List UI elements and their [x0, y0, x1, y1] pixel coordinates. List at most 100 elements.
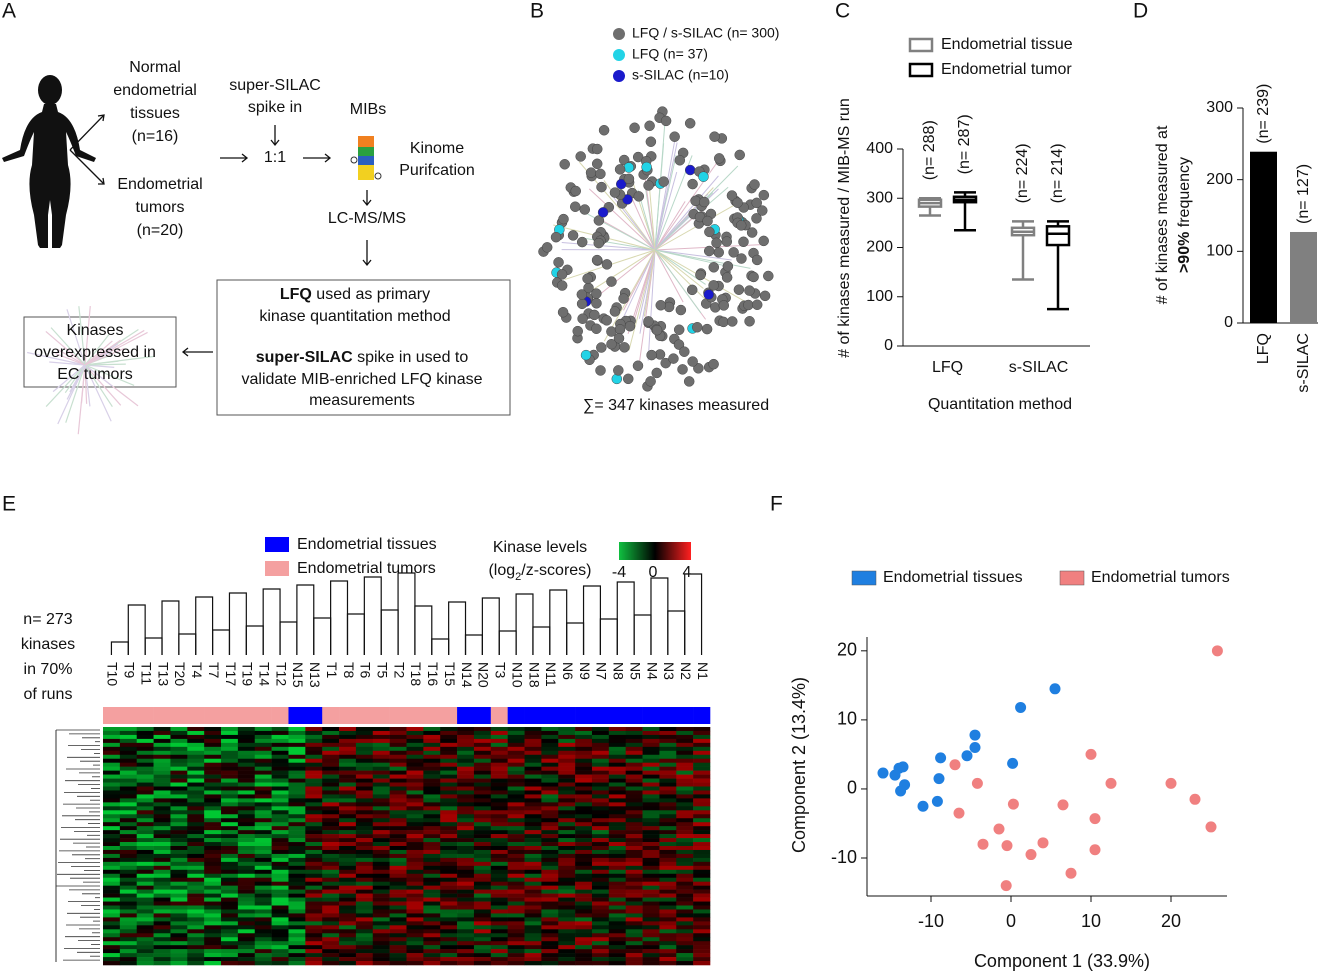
- heatmap-cell: [305, 782, 323, 787]
- heatmap-cell: [659, 806, 677, 811]
- heatmap-cell: [676, 905, 694, 910]
- heatmap-cell: [153, 742, 171, 748]
- heatmap-cell: [170, 849, 188, 855]
- heatmap-cell: [153, 774, 171, 779]
- heatmap-cell: [507, 818, 525, 823]
- heatmap-cell: [355, 750, 374, 756]
- heatmap-cell: [541, 814, 559, 819]
- heatmap-cell: [288, 746, 306, 752]
- heatmap-cell: [541, 830, 559, 835]
- heatmap-cell: [440, 857, 458, 863]
- heatmap-cell: [659, 774, 677, 779]
- tree-node: [684, 164, 696, 176]
- heatmap-cell: [591, 770, 610, 775]
- heatmap-cell: [322, 925, 340, 930]
- heatmap-cell: [136, 730, 154, 736]
- heatmap-cell: [187, 865, 205, 871]
- scale-title: Kinase levels: [493, 539, 587, 556]
- heatmap-cell: [355, 937, 374, 942]
- heatmap-cell: [591, 810, 610, 815]
- heatmap-cell: [625, 901, 643, 906]
- heatmap-cell: [221, 738, 239, 744]
- heatmap-cell: [524, 889, 542, 894]
- heatmap-cell: [608, 798, 626, 803]
- heatmap-cell: [254, 766, 272, 771]
- faint-tree: [84, 364, 113, 408]
- heatmap-cell: [659, 881, 677, 886]
- heatmap-cell: [473, 766, 492, 771]
- faint-tree: [55, 352, 86, 366]
- group-bar: [693, 707, 711, 724]
- heatmap-cell: [372, 830, 390, 835]
- heatmap-cell: [170, 830, 188, 835]
- heatmap-cell: [575, 838, 593, 843]
- heatmap-cell: [136, 921, 154, 926]
- heatmap-cell: [659, 873, 677, 879]
- group-bar: [608, 707, 626, 724]
- heatmap-cell: [676, 830, 694, 835]
- heatmap-cell: [558, 750, 576, 756]
- heatmap-cell: [423, 834, 441, 839]
- heatmap-cell: [204, 778, 222, 783]
- heatmap-cell: [457, 738, 475, 744]
- heatmap-cell: [490, 790, 508, 795]
- tree-node: [595, 365, 606, 376]
- heatmap-cell: [119, 917, 138, 922]
- heatmap-cell: [103, 822, 121, 827]
- heatmap-cell: [103, 814, 121, 819]
- heatmap-cell: [473, 786, 492, 791]
- heatmap-cell: [322, 929, 340, 934]
- tree-node: [711, 237, 722, 249]
- heatmap-cell: [608, 869, 626, 875]
- heatmap-cell: [271, 786, 289, 791]
- heatmap-cell: [271, 730, 289, 736]
- heatmap-cell: [558, 921, 576, 926]
- heatmap-cell: [339, 917, 357, 922]
- heatmap-cell: [170, 727, 188, 732]
- heatmap-cell: [204, 806, 222, 811]
- heatmap-cell: [170, 941, 188, 946]
- heatmap-cell: [473, 913, 492, 918]
- heatmap-cell: [187, 877, 205, 882]
- heatmap-cell: [541, 806, 559, 811]
- x-axis-label: Component 1 (33.9%): [974, 951, 1150, 971]
- tree-node: [721, 236, 733, 247]
- tree-node: [593, 215, 605, 226]
- heatmap-cell: [659, 877, 677, 882]
- heatmap-cell: [642, 925, 660, 930]
- group-bar: [423, 707, 441, 724]
- heatmap-cell: [389, 925, 407, 930]
- faint-tree: [66, 309, 86, 366]
- row-note: of runs: [24, 686, 73, 703]
- heatmap-cell: [406, 877, 424, 882]
- heatmap-cell: [591, 857, 610, 863]
- heatmap-cell: [271, 885, 289, 890]
- heatmap-cell: [575, 889, 593, 894]
- legend-swatch: [908, 62, 934, 78]
- heatmap-cell: [608, 913, 626, 918]
- heatmap-cell: [271, 929, 289, 934]
- heatmap-cell: [490, 770, 508, 775]
- heatmap-cell: [642, 818, 660, 823]
- heatmap-cell: [170, 738, 188, 744]
- heatmap-cell: [170, 810, 188, 815]
- method-text: measurements: [309, 392, 415, 409]
- heatmap-cell: [440, 758, 458, 763]
- heatmap-cell: [322, 857, 340, 863]
- heatmap-cell: [305, 929, 323, 934]
- heatmap-cell: [221, 905, 239, 910]
- heatmap-cell: [558, 727, 576, 732]
- heatmap-cell: [372, 762, 390, 767]
- heatmap-cell: [221, 774, 239, 779]
- tree-node: [593, 237, 605, 249]
- heatmap-cell: [558, 774, 576, 779]
- heatmap-cell: [170, 770, 188, 775]
- tree-node: [618, 154, 630, 166]
- heatmap-cell: [254, 810, 272, 815]
- heatmap-cell: [119, 818, 138, 823]
- group-bar: [339, 707, 357, 724]
- heatmap-cell: [490, 758, 508, 763]
- heatmap-cell: [204, 738, 222, 744]
- heatmap-cell: [423, 949, 441, 954]
- heatmap-cell: [221, 754, 239, 760]
